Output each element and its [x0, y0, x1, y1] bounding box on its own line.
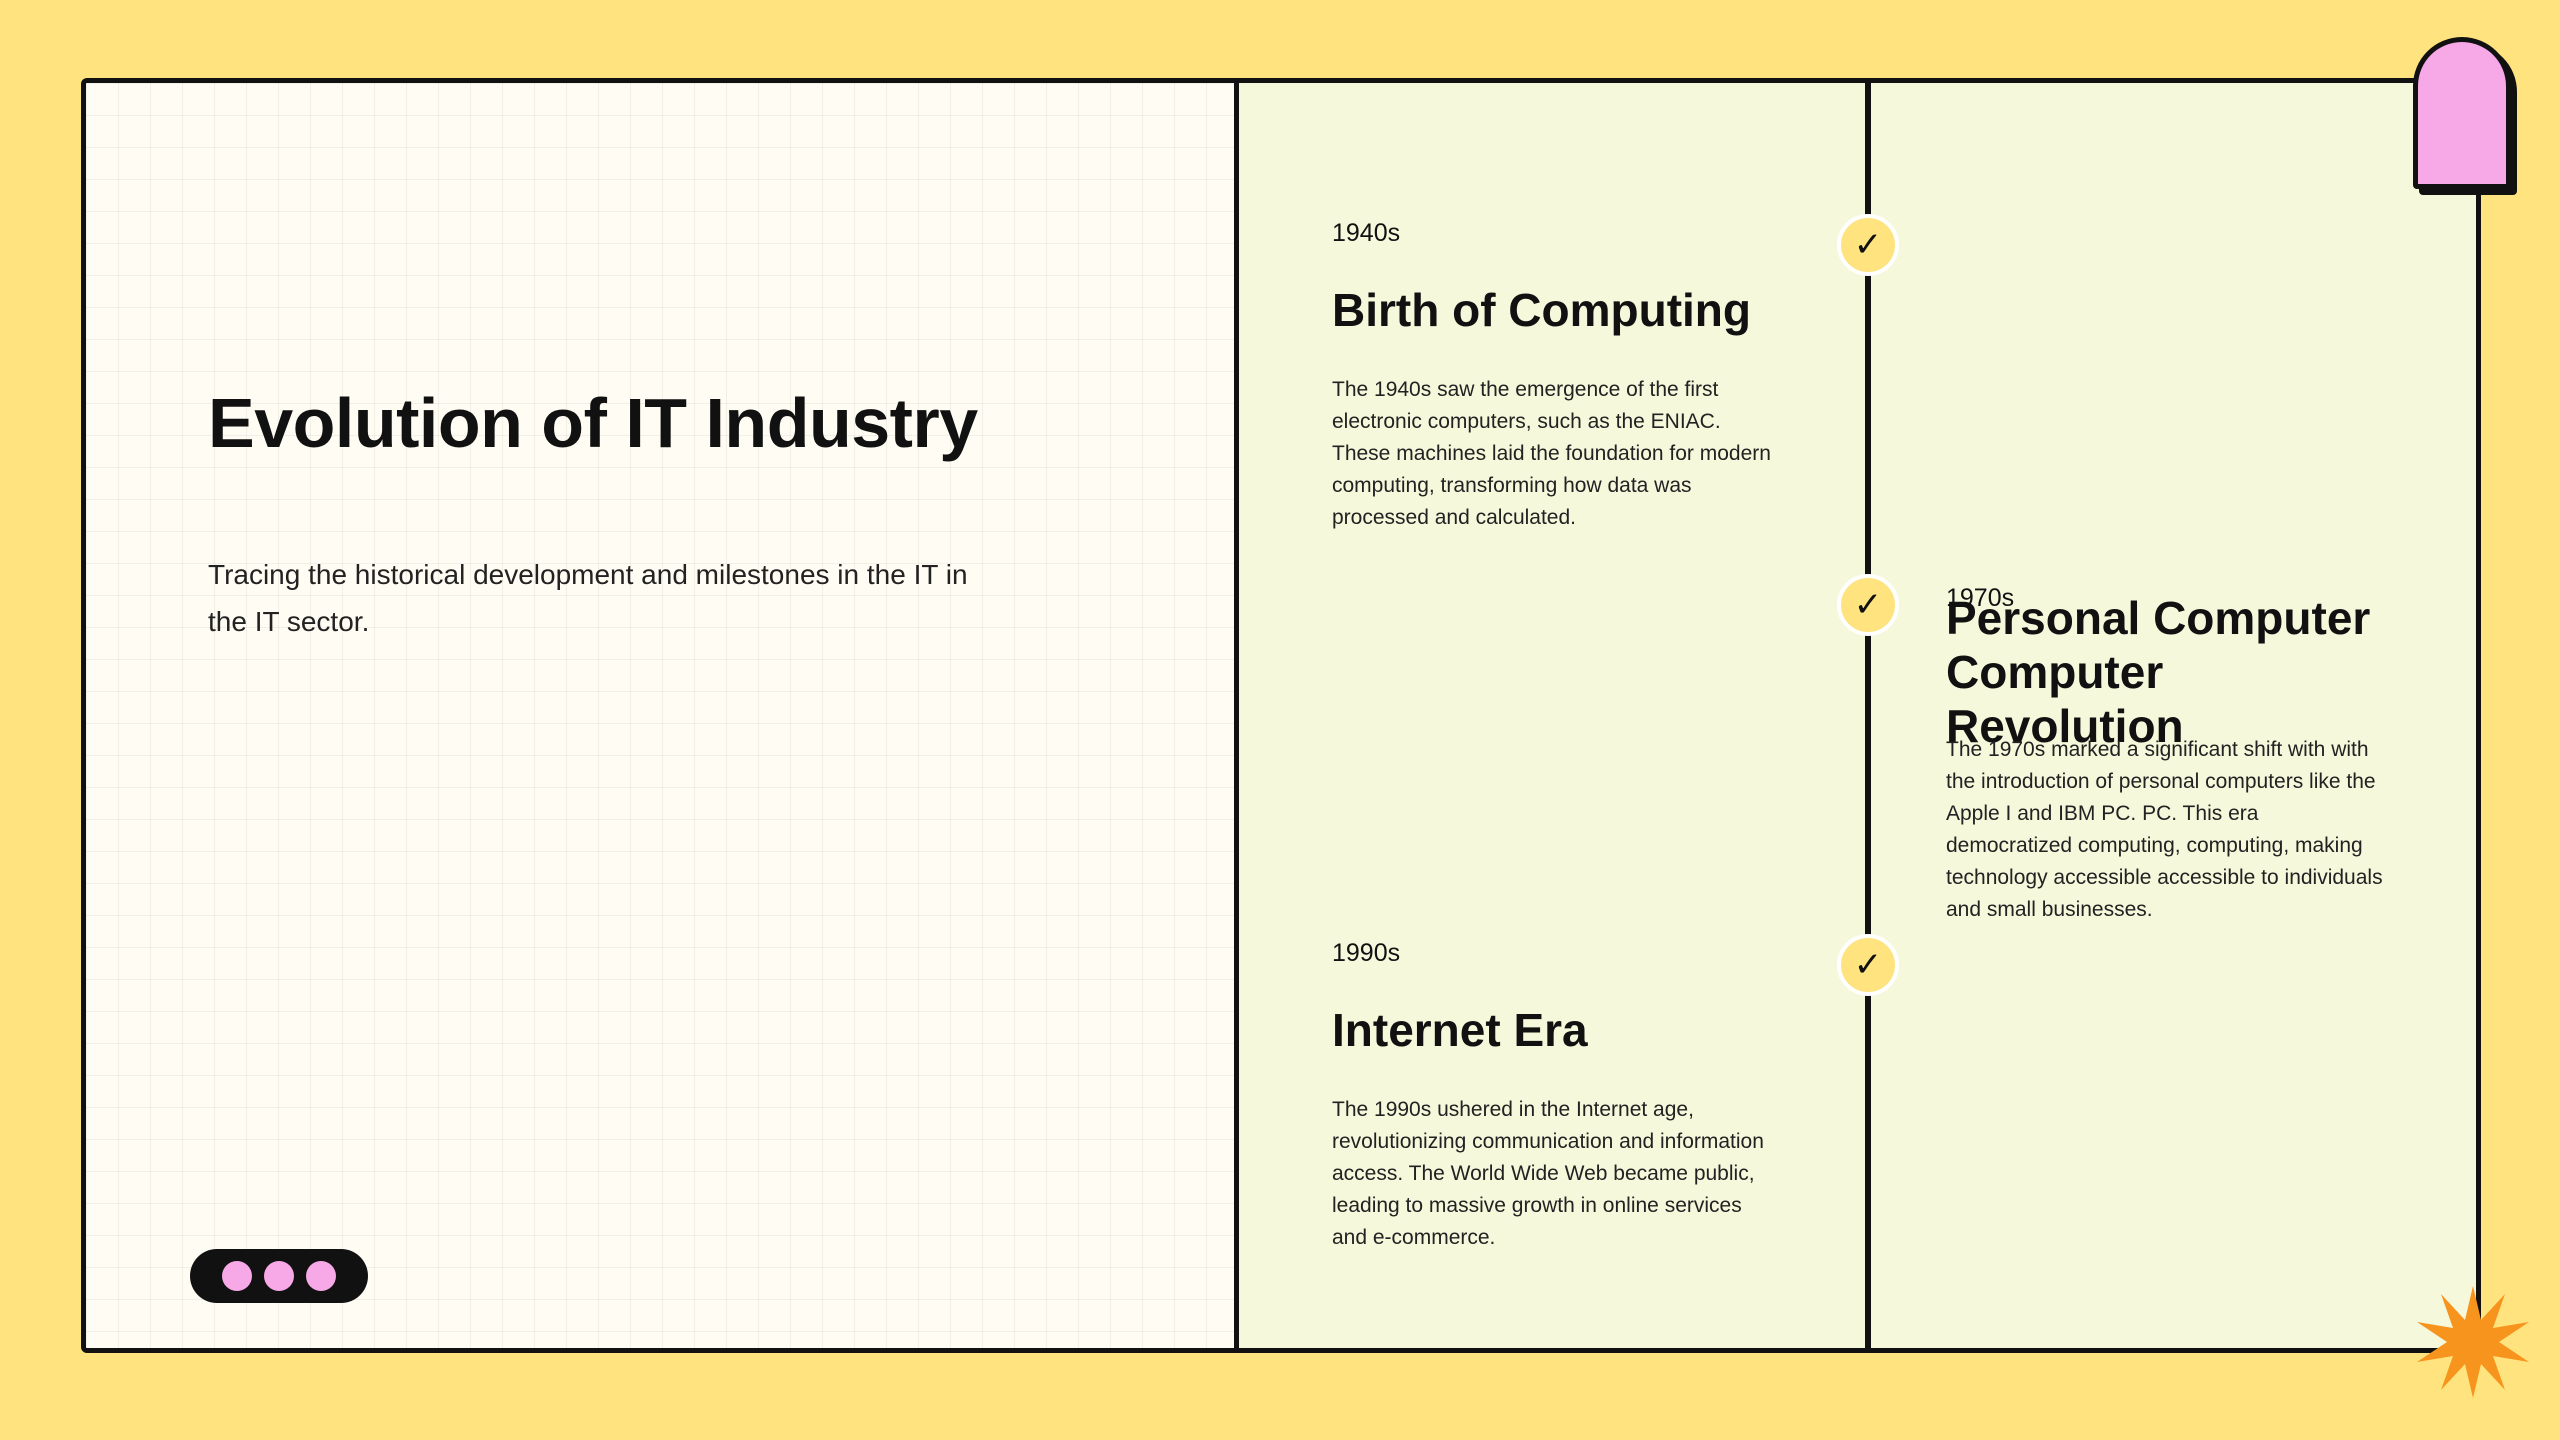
pagination-dots[interactable]	[190, 1249, 368, 1303]
timeline-event-description: The 1990s ushered in the Internet age, r…	[1332, 1098, 1764, 1249]
page-subtitle: Tracing the historical development and m…	[208, 559, 968, 637]
panel-divider	[1234, 83, 1239, 1348]
timeline-line	[1865, 83, 1871, 1348]
timeline-event-description: The 1940s saw the emergence of the first…	[1332, 378, 1771, 529]
dot-icon	[264, 1261, 294, 1291]
starburst-icon	[2417, 1286, 2529, 1398]
checkmark-icon: ✓	[1837, 934, 1899, 996]
pink-tab	[2413, 37, 2511, 189]
title-panel: Evolution of IT Industry Tracing the his…	[86, 83, 1236, 1348]
page-title: Evolution of IT Industry	[208, 384, 978, 462]
checkmark-icon: ✓	[1837, 574, 1899, 636]
checkmark-icon: ✓	[1837, 214, 1899, 276]
dot-icon	[222, 1261, 252, 1291]
timeline-event-title: Internet Era	[1332, 1004, 1588, 1056]
timeline-year: 1970s	[1946, 584, 2015, 612]
timeline-event-title: Birth of Computing	[1332, 284, 1752, 336]
timeline-year: 1940s	[1332, 219, 1401, 247]
dot-icon	[306, 1261, 336, 1291]
slide-frame: Evolution of IT Industry Tracing the his…	[81, 78, 2481, 1353]
timeline-year: 1990s	[1332, 939, 1401, 967]
timeline-event-description: The 1970s marked a significant shift wit…	[1946, 738, 2383, 921]
timeline-event-title: Personal Computer Computer Revolution	[1946, 592, 2371, 752]
timeline-panel	[1239, 83, 2476, 1348]
